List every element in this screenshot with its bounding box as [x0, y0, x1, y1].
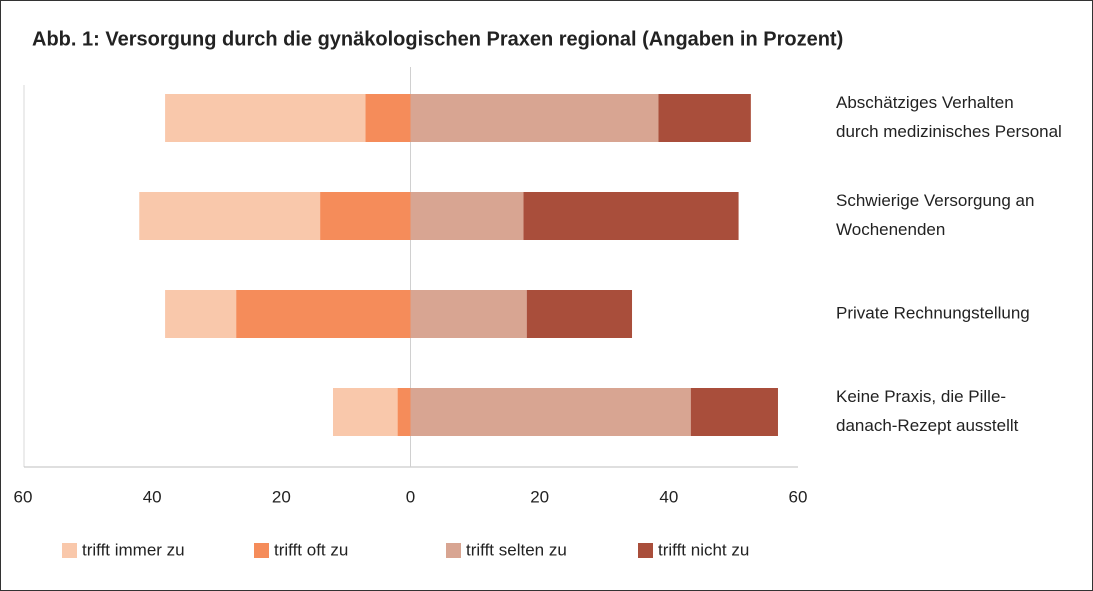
bar	[410, 94, 659, 142]
bar	[410, 388, 691, 436]
bar	[690, 388, 778, 436]
x-tick-label: 20	[530, 487, 549, 506]
bar	[165, 94, 366, 142]
legend-label: trifft oft zu	[274, 540, 348, 559]
bar	[165, 290, 237, 338]
legend-label: trifft immer zu	[82, 540, 185, 559]
bar	[333, 388, 398, 436]
bar	[526, 290, 633, 338]
category-label: danach-Rezept ausstellt	[836, 416, 1019, 435]
legend-swatch	[62, 543, 77, 558]
bar	[410, 192, 524, 240]
chart-title: Abb. 1: Versorgung durch die gynäkologis…	[32, 28, 843, 50]
x-tick-label: 60	[789, 487, 808, 506]
category-label: Wochenenden	[836, 220, 945, 239]
x-tick-label: 0	[406, 487, 415, 506]
legend-swatch	[446, 543, 461, 558]
legend-label: trifft selten zu	[466, 540, 567, 559]
x-tick-label: 40	[143, 487, 162, 506]
bar	[397, 388, 411, 436]
bar	[320, 192, 411, 240]
bar	[139, 192, 321, 240]
category-label: Keine Praxis, die Pille-	[836, 387, 1006, 406]
bar	[658, 94, 751, 142]
bar	[236, 290, 411, 338]
x-tick-label: 60	[14, 487, 33, 506]
bar	[365, 94, 411, 142]
bar	[410, 290, 527, 338]
legend-swatch	[638, 543, 653, 558]
x-tick-label: 40	[659, 487, 678, 506]
category-label: durch medizinisches Personal	[836, 122, 1062, 141]
category-label: Private Rechnungstellung	[836, 303, 1030, 322]
legend-label: trifft nicht zu	[658, 540, 749, 559]
category-label: Schwierige Versorgung an	[836, 191, 1034, 210]
x-tick-label: 20	[272, 487, 291, 506]
category-label: Abschätziges Verhalten	[836, 93, 1014, 112]
legend-swatch	[254, 543, 269, 558]
bar	[523, 192, 739, 240]
